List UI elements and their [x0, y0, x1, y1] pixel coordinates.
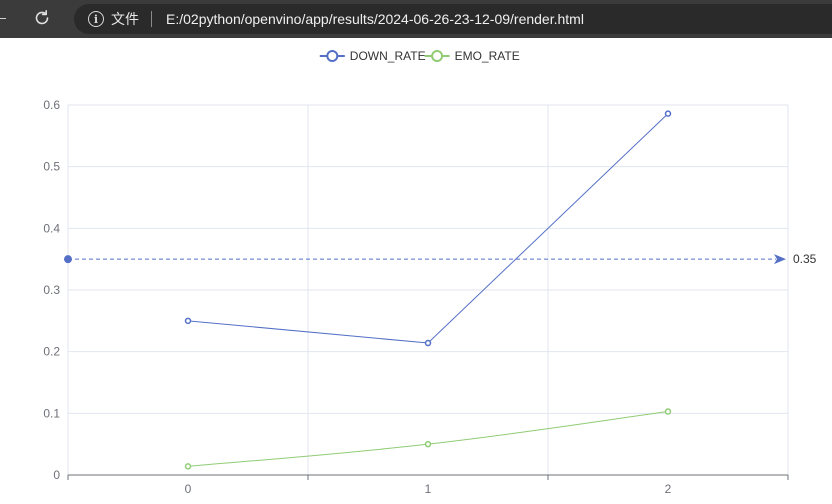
- mark-line-label: 0.35: [793, 252, 817, 266]
- y-tick-label: 0.2: [43, 345, 60, 359]
- reload-icon: [35, 10, 49, 25]
- address-bar[interactable]: i 文件 E:/02python/openvino/app/results/20…: [74, 4, 832, 34]
- series-line-emo-rate: [187, 410, 669, 467]
- mark-line-arrow: [774, 254, 786, 265]
- data-point[interactable]: [424, 440, 432, 448]
- line-chart: DOWN_RATE EMO_RATE 0 0.1 0.2 0.3 0.4 0.5 0.6 0 1 2…: [43, 49, 817, 496]
- reload-button[interactable]: [30, 6, 54, 30]
- legend-circle-icon: [326, 50, 339, 62]
- legend-circle-icon: [431, 50, 444, 62]
- y-tick-label: 0.4: [43, 221, 60, 235]
- legend-label: DOWN_RATE: [350, 49, 426, 63]
- chart-grid: [67, 104, 789, 475]
- y-tick-label: 0: [53, 468, 60, 482]
- x-tick-label: 1: [425, 482, 432, 496]
- chart-legend[interactable]: DOWN_RATE EMO_RATE: [319, 49, 520, 63]
- chart-axes: 0 0.1 0.2 0.3 0.4 0.5 0.6 0 1 2: [43, 98, 789, 496]
- legend-item-emo-rate[interactable]: EMO_RATE: [424, 49, 520, 63]
- x-tick-label: 0: [185, 482, 192, 496]
- info-icon[interactable]: i: [88, 11, 104, 27]
- y-tick-label: 0.3: [43, 283, 60, 297]
- browser-toolbar: i 文件 E:/02python/openvino/app/results/20…: [0, 0, 832, 38]
- address-separator: [151, 11, 152, 27]
- data-point[interactable]: [184, 463, 192, 470]
- mark-line: 0.35: [64, 252, 817, 266]
- legend-item-down-rate[interactable]: DOWN_RATE: [319, 49, 426, 63]
- data-point[interactable]: [664, 110, 672, 117]
- data-point[interactable]: [184, 317, 192, 325]
- y-tick-label: 0.5: [43, 160, 60, 174]
- y-tick-label: 0.1: [43, 406, 60, 420]
- data-point[interactable]: [424, 339, 432, 347]
- file-scheme-label: 文件: [111, 12, 139, 28]
- legend-label: EMO_RATE: [455, 49, 520, 63]
- y-tick-label: 0.6: [43, 98, 60, 112]
- x-tick-label: 2: [665, 482, 672, 496]
- url-text[interactable]: E:/02python/openvino/app/results/2024-06…: [166, 11, 584, 27]
- data-point[interactable]: [664, 408, 672, 415]
- back-button-edge[interactable]: [0, 18, 6, 19]
- chart-series: [184, 110, 672, 470]
